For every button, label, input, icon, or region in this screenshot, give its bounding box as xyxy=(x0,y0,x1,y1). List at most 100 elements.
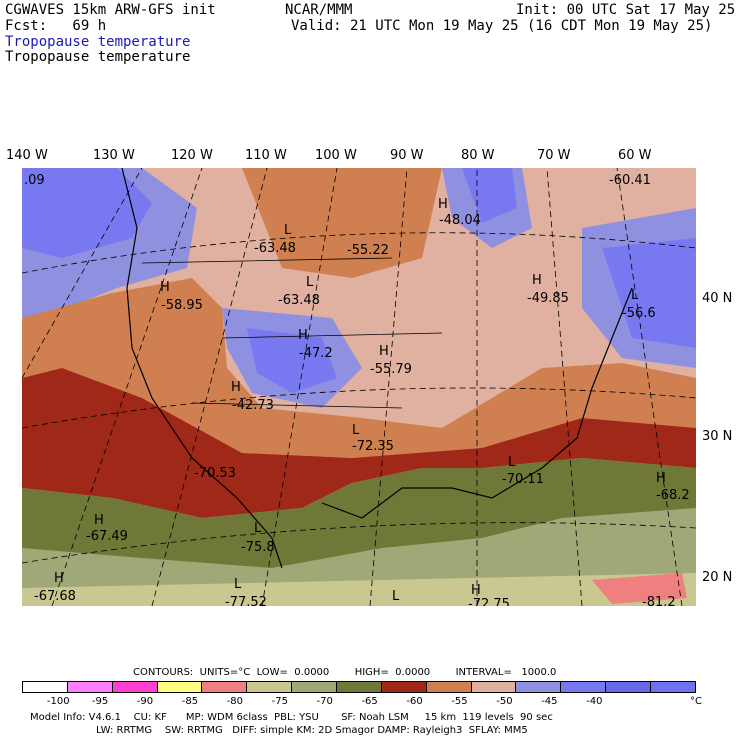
colorbar-tick-label: -40 xyxy=(586,696,603,707)
band-orange-north xyxy=(242,168,442,278)
map-label-val: .09 xyxy=(24,173,45,188)
organization: NCAR/MMM xyxy=(285,2,353,18)
map-label-val: -48.04 xyxy=(439,213,481,228)
colorbar-swatch xyxy=(651,682,695,692)
map-label-val: -63.48 xyxy=(278,293,320,308)
map-label-sym: L xyxy=(508,455,516,470)
map-label-val: -67.49 xyxy=(86,529,128,544)
colorbar-swatch xyxy=(202,682,248,692)
graticule xyxy=(22,168,696,606)
lon-label: 90 W xyxy=(390,148,424,163)
lon-label: 70 W xyxy=(537,148,571,163)
band-orange xyxy=(22,278,696,458)
lat-label: 20 N xyxy=(702,570,733,585)
lon-label: 140 W xyxy=(6,148,48,163)
map-label-sym: L xyxy=(306,275,314,290)
map-label-val: -81.2 xyxy=(642,595,676,606)
map-label-val: -75.8 xyxy=(241,540,275,555)
map-label-sym: H xyxy=(94,513,104,528)
map-label-val: -60.41 xyxy=(609,173,651,188)
contours-info: CONTOURS: UNITS=°C LOW= 0.0000 HIGH= 0.0… xyxy=(133,667,557,678)
footer-model-info: Model Info: V4.6.1 CU: KF MP: WDM 6class… xyxy=(30,712,553,723)
colorbar-swatch xyxy=(606,682,652,692)
band-salmon xyxy=(592,573,687,604)
map-label-sym: H xyxy=(54,571,64,586)
colorbar-tick-label: -50 xyxy=(496,696,513,707)
map-label-val: -63.48 xyxy=(254,241,296,256)
map-label-sym: H xyxy=(532,273,542,288)
band-pale xyxy=(22,573,696,606)
colorbar-tick-label: -85 xyxy=(181,696,199,707)
colorbar-swatch xyxy=(516,682,562,692)
field-title: Tropopause temperature xyxy=(5,49,191,65)
colorbar-swatch xyxy=(292,682,338,692)
map-label-val: -55.22 xyxy=(347,243,389,258)
init-time: Init: 00 UTC Sat 17 May 25 xyxy=(516,2,736,18)
map-label-sym: H xyxy=(298,328,308,343)
colorbar-tick-label: -80 xyxy=(226,696,243,707)
valid-time: Valid: 21 UTC Mon 19 May 25 (16 CDT Mon … xyxy=(291,18,713,34)
colorbar-swatch xyxy=(247,682,293,692)
colorbar-swatch xyxy=(157,682,203,692)
map-label-val: -56.6 xyxy=(622,306,656,321)
footer-schemes: LW: RRTMG SW: RRTMG DIFF: simple KM: 2D … xyxy=(96,725,528,736)
map-label-val: -72.75 xyxy=(468,597,510,606)
map-label-sym: L xyxy=(352,423,360,438)
map-label-val: -68.2 xyxy=(656,488,690,503)
map-label-sym: H xyxy=(231,380,241,395)
map-label-sym: H xyxy=(379,344,389,359)
model-title: CGWAVES 15km ARW-GFS init xyxy=(5,2,216,18)
colorbar-tick-label: -55 xyxy=(451,696,468,707)
map-label-sym: L xyxy=(284,223,292,238)
colorbar-tick-label: -65 xyxy=(361,696,378,707)
lon-label: 60 W xyxy=(618,148,652,163)
map-label-sym: L xyxy=(392,589,400,604)
colorbar-tick-label: -90 xyxy=(136,696,154,707)
forecast-hour: Fcst: 69 h xyxy=(5,18,107,34)
band-blue-nw xyxy=(22,168,152,258)
lon-label: 130 W xyxy=(93,148,135,163)
map-label-sym: L xyxy=(234,577,242,592)
map-label-val: -58.95 xyxy=(161,298,203,313)
colorbar-swatch xyxy=(337,682,382,692)
colorbar-swatch xyxy=(471,682,517,692)
colorbar-swatch xyxy=(561,682,607,692)
colorbar-tick-label: -45 xyxy=(541,696,558,707)
colorbar-tick-label: -95 xyxy=(91,696,109,707)
map-label-val: -77.52 xyxy=(225,595,267,606)
map-label-val: -49.85 xyxy=(527,291,569,306)
lon-label: 120 W xyxy=(171,148,213,163)
colorbar-unit: °C xyxy=(690,696,702,707)
map-label-val: -67.68 xyxy=(34,589,76,604)
map-label-val: -70.53 xyxy=(194,466,236,481)
map-label-val: -70.11 xyxy=(502,472,544,487)
colorbar-tick-label: -60 xyxy=(406,696,423,707)
map-label-val: -55.79 xyxy=(370,362,412,377)
colorbar-swatch xyxy=(67,682,113,692)
state-borders xyxy=(141,257,443,409)
tropopause-temperature-map: L -63.48 -55.22 H -48.04 -60.41 .09 H -5… xyxy=(22,168,696,606)
colorbar-swatch xyxy=(112,682,158,692)
map-label-sym: L xyxy=(254,521,262,536)
colorbar-tick-label: -75 xyxy=(271,696,288,707)
map-label-sym: H xyxy=(471,583,481,598)
lon-label: 100 W xyxy=(315,148,357,163)
colorbar-swatch xyxy=(23,682,68,692)
gulf-east-coastline xyxy=(321,287,633,519)
lon-label: 110 W xyxy=(245,148,287,163)
lat-label: 40 N xyxy=(702,291,733,306)
map-label-val: -72.35 xyxy=(352,439,394,454)
lat-label: 30 N xyxy=(702,429,733,444)
map-label-sym: H xyxy=(438,197,448,212)
map-label-val: -47.2 xyxy=(299,346,333,361)
band-dark-red xyxy=(22,368,696,518)
field-title-blue: Tropopause temperature xyxy=(5,34,191,50)
colorbar-swatch xyxy=(426,682,472,692)
map-label-sym: H xyxy=(656,471,666,486)
map-label-sym: H xyxy=(160,280,170,295)
lon-label: 80 W xyxy=(461,148,495,163)
map-label-sym: L xyxy=(631,288,639,303)
colorbar-swatch xyxy=(381,682,427,692)
colorbar xyxy=(22,681,696,693)
map-label-val: -42.73 xyxy=(232,398,274,413)
